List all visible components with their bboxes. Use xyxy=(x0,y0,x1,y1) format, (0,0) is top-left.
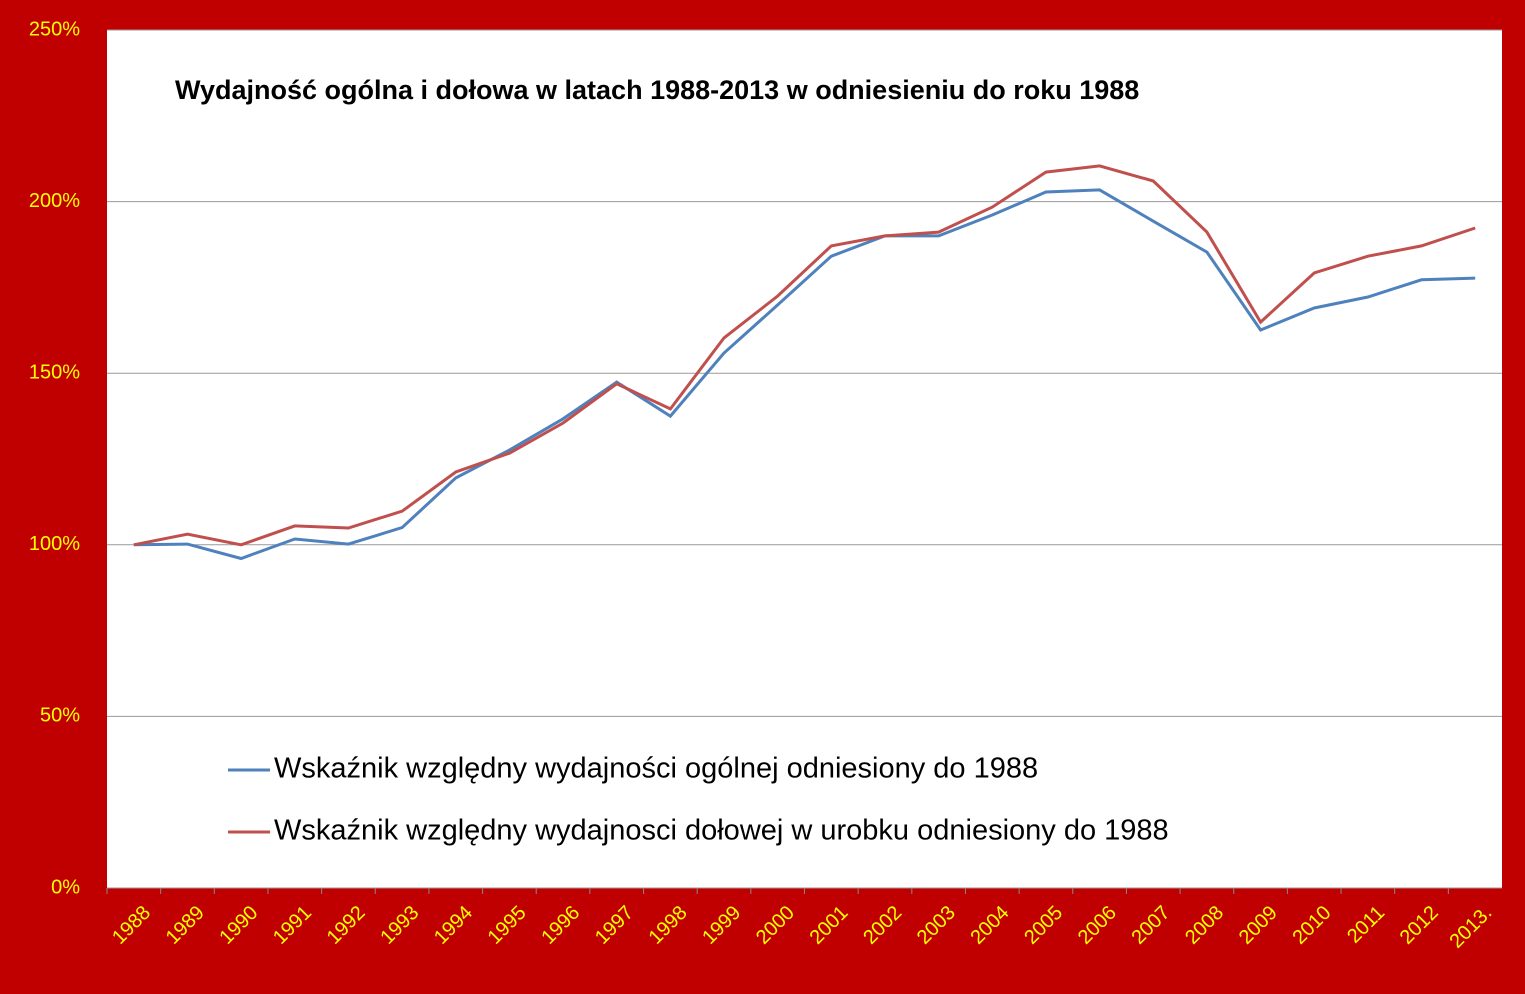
chart-title: Wydajność ogólna i dołowa w latach 1988-… xyxy=(175,75,1139,105)
y-tick-label: 250% xyxy=(29,18,80,40)
series-line xyxy=(133,164,1476,547)
series-line xyxy=(133,188,1476,561)
y-tick-label: 200% xyxy=(29,190,80,212)
y-tick-label: 100% xyxy=(29,533,80,555)
y-tick-label: 0% xyxy=(51,876,80,898)
legend-label: Wskaźnik względny wydajnosci dołowej w u… xyxy=(274,815,1169,847)
y-tick-label: 150% xyxy=(29,361,80,383)
legend-label: Wskaźnik względny wydajności ogólnej odn… xyxy=(274,753,1038,785)
lines xyxy=(133,164,1476,561)
grid xyxy=(106,29,1502,894)
y-tick-label: 50% xyxy=(40,705,80,727)
plot-area xyxy=(107,30,1502,888)
